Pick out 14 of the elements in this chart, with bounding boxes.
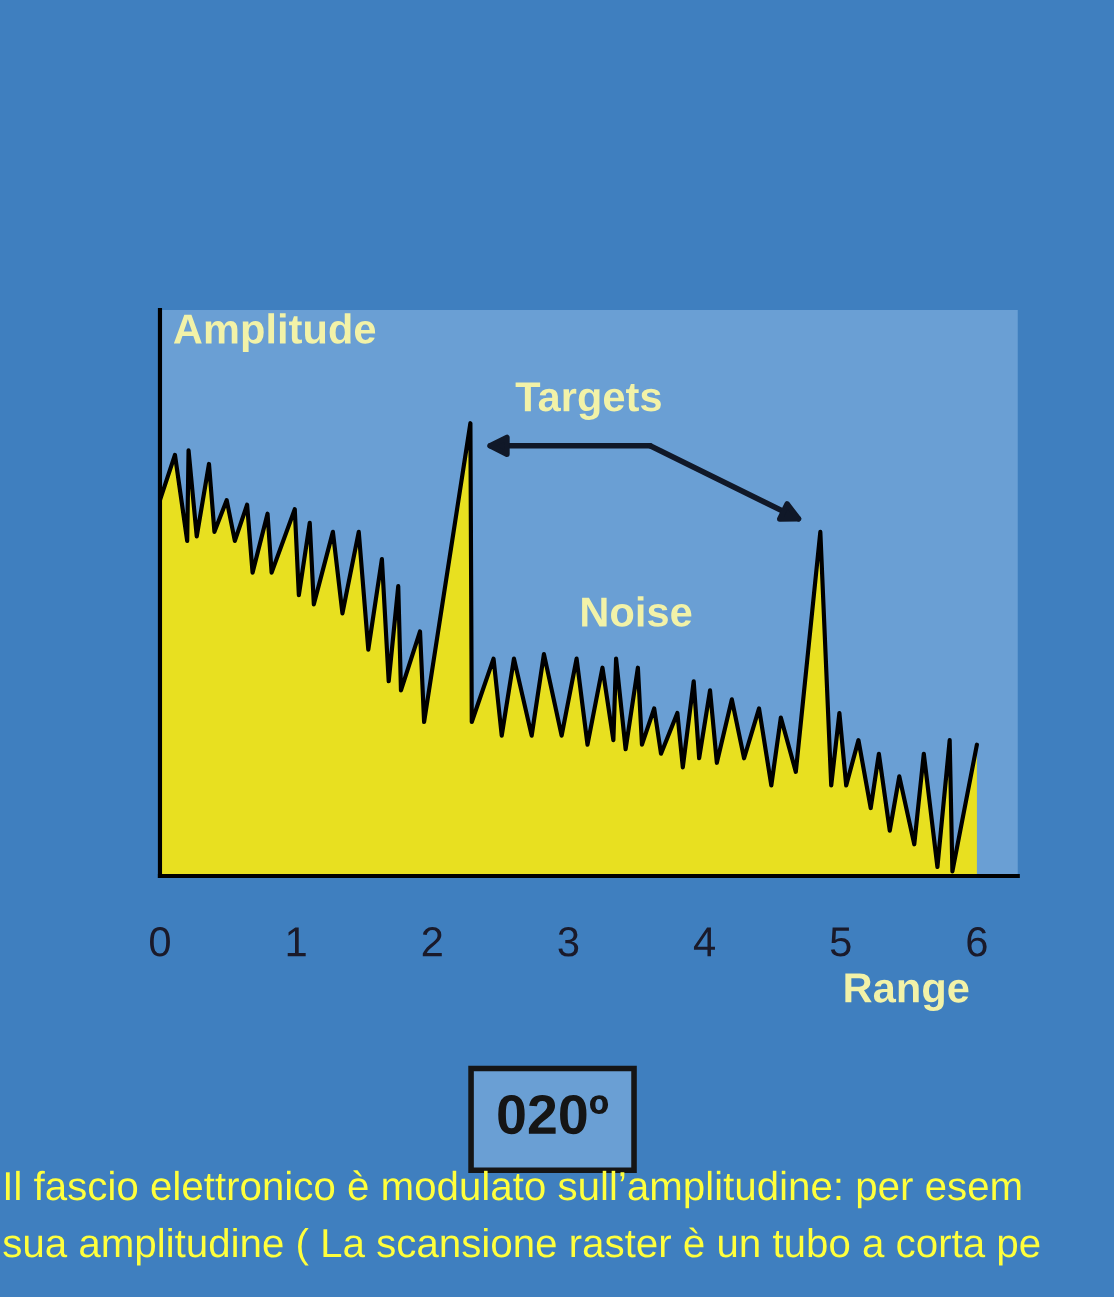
x-axis-title: Range [845,973,969,1012]
x-tick-label: 3 [558,927,579,957]
x-tick-label: 5 [830,927,851,957]
text: sua amplitudine ( La scansione raster è un tubo a corta pe [3,1227,1040,1266]
text: 020º [498,1094,609,1135]
text: Il fascio elettronico è modulato sull’amplitudine: per esem [5,1170,1021,1209]
x-tick-label: 0 [150,927,170,957]
x-tick-label: 2 [422,927,442,957]
annotation: Noise [582,596,692,627]
text: Targets [515,382,661,420]
x-tick-label: 4 [693,927,715,957]
x-tick-label: 6 [967,927,987,957]
x-tick-label: 1 [287,927,306,957]
y-axis-title: Amplitude [173,313,376,353]
